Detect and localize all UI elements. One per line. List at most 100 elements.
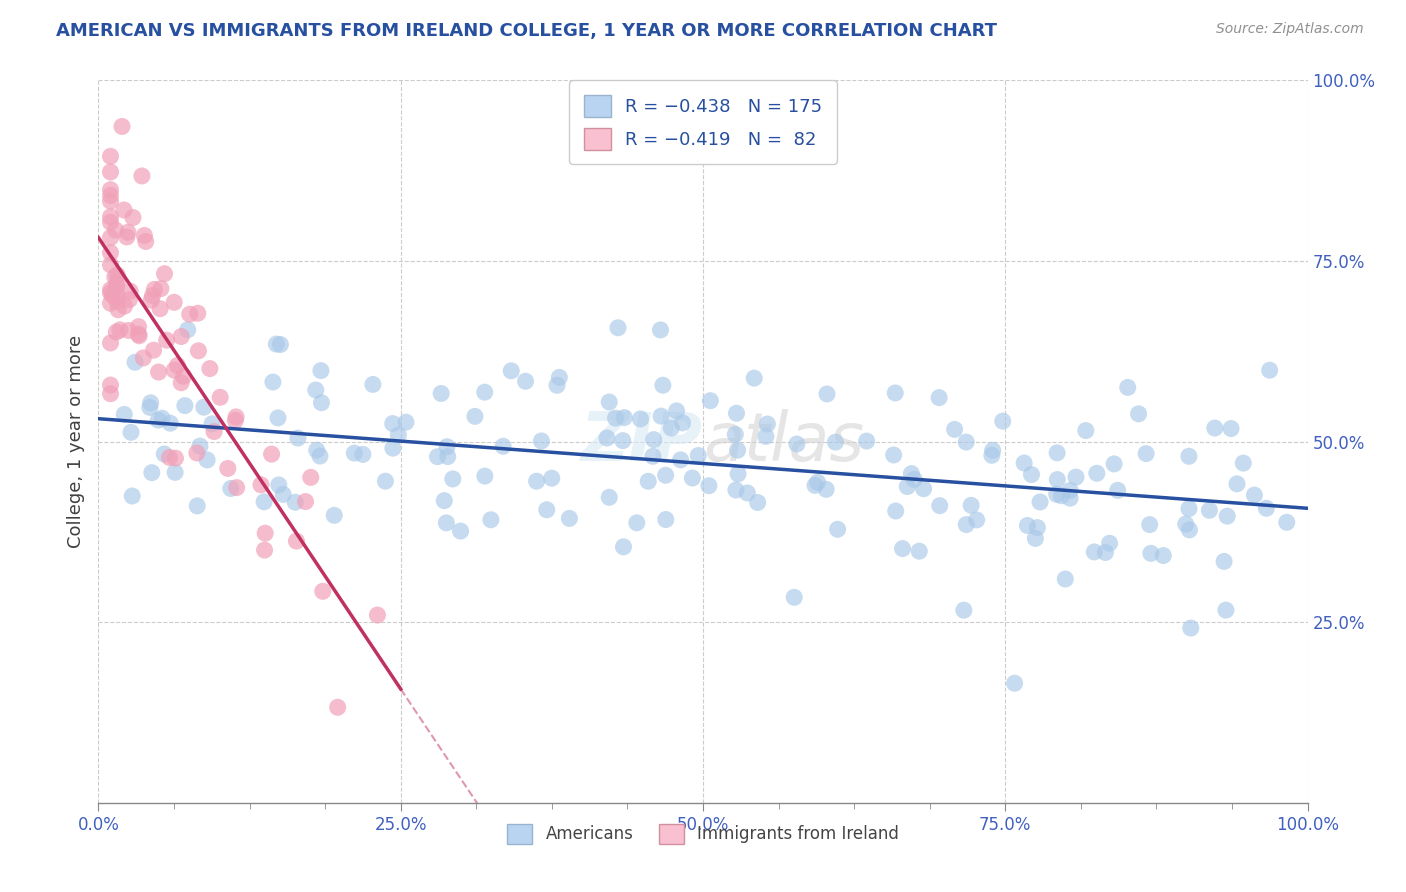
Point [361, 377, 384, 392]
Point [163, 363, 186, 377]
Point [548, 370, 571, 384]
Point [908, 544, 931, 558]
Point [607, 320, 630, 334]
Text: ZIP: ZIP [581, 409, 703, 475]
Point [135, 235, 157, 249]
Point [107, 274, 129, 288]
Point [474, 385, 496, 400]
Point [433, 493, 456, 508]
Point [612, 434, 634, 448]
Point [153, 447, 176, 461]
Point [651, 378, 673, 392]
Point [492, 439, 515, 453]
Point [132, 351, 155, 365]
Point [1232, 456, 1254, 470]
Point [101, 288, 124, 302]
Point [688, 449, 710, 463]
Point [855, 434, 877, 448]
Point [643, 433, 665, 447]
Point [170, 376, 193, 390]
Point [284, 495, 307, 509]
Point [1128, 407, 1150, 421]
Point [105, 289, 128, 303]
Point [953, 603, 976, 617]
Point [650, 323, 672, 337]
Point [654, 468, 676, 483]
Point [108, 323, 131, 337]
Point [1215, 603, 1237, 617]
Point [1140, 546, 1163, 560]
Point [605, 411, 627, 425]
Point [900, 467, 922, 481]
Point [117, 225, 139, 239]
Point [260, 447, 283, 461]
Point [104, 223, 127, 237]
Point [1074, 424, 1097, 438]
Point [1021, 467, 1043, 482]
Point [254, 526, 277, 541]
Point [1256, 501, 1278, 516]
Point [1017, 518, 1039, 533]
Point [546, 378, 568, 392]
Point [1085, 467, 1108, 481]
Point [783, 591, 806, 605]
Point [343, 446, 366, 460]
Point [149, 301, 172, 316]
Point [148, 413, 170, 427]
Point [381, 441, 404, 455]
Point [150, 411, 173, 425]
Point [118, 293, 141, 307]
Point [115, 230, 138, 244]
Point [1046, 473, 1069, 487]
Point [148, 365, 170, 379]
Point [381, 417, 404, 431]
Point [724, 483, 747, 497]
Point [105, 280, 128, 294]
Point [807, 475, 830, 490]
Point [669, 453, 692, 467]
Point [187, 306, 209, 320]
Point [804, 478, 827, 492]
Point [120, 425, 142, 440]
Point [960, 498, 983, 512]
Text: AMERICAN VS IMMIGRANTS FROM IRELAND COLLEGE, 1 YEAR OR MORE CORRELATION CHART: AMERICAN VS IMMIGRANTS FROM IRELAND COLL… [56, 22, 997, 40]
Point [464, 409, 486, 424]
Point [515, 374, 537, 388]
Point [450, 524, 472, 538]
Point [253, 543, 276, 558]
Point [309, 449, 332, 463]
Point [100, 245, 122, 260]
Point [479, 513, 502, 527]
Point [195, 453, 218, 467]
Point [100, 149, 122, 163]
Point [1050, 489, 1073, 503]
Point [612, 540, 634, 554]
Point [326, 700, 349, 714]
Point [650, 409, 672, 423]
Point [1226, 476, 1249, 491]
Point [128, 319, 150, 334]
Point [128, 328, 150, 343]
Point [299, 470, 322, 484]
Point [637, 475, 659, 489]
Point [955, 435, 977, 450]
Point [105, 278, 128, 293]
Point [655, 512, 678, 526]
Point [1029, 495, 1052, 509]
Point [903, 472, 925, 486]
Point [100, 386, 122, 401]
Point [100, 335, 122, 350]
Point [159, 416, 181, 430]
Point [966, 513, 988, 527]
Point [186, 446, 208, 460]
Point [186, 499, 208, 513]
Point [374, 474, 396, 488]
Point [165, 451, 187, 466]
Point [165, 466, 187, 480]
Point [1046, 487, 1069, 501]
Point [1139, 517, 1161, 532]
Point [117, 324, 139, 338]
Point [824, 435, 846, 450]
Point [436, 450, 458, 464]
Point [305, 383, 328, 397]
